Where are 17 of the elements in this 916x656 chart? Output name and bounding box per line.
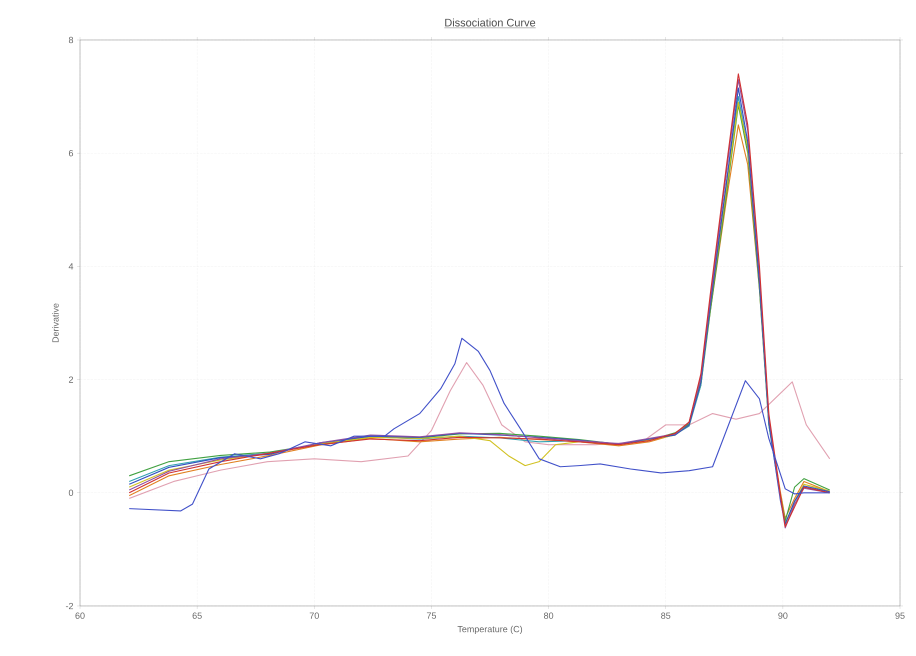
x-tick-label: 95 bbox=[895, 612, 905, 619]
y-tick-label: 2 bbox=[68, 376, 74, 383]
y-tick-label: 4 bbox=[68, 263, 74, 270]
x-tick-label: 90 bbox=[778, 612, 788, 619]
chart-title: Dissociation Curve bbox=[445, 18, 536, 26]
y-tick-label: -2 bbox=[66, 602, 74, 610]
y-axis-title: Derivative bbox=[52, 303, 59, 342]
x-tick-label: 70 bbox=[310, 612, 319, 619]
x-tick-label: 85 bbox=[661, 612, 670, 619]
x-tick-label: 75 bbox=[426, 612, 436, 619]
y-tick-label: 8 bbox=[68, 36, 74, 44]
y-tick-label: 6 bbox=[68, 150, 74, 156]
x-tick-label: 60 bbox=[75, 612, 85, 619]
x-axis-title: Temperature (C) bbox=[458, 626, 522, 634]
x-tick-label: 80 bbox=[544, 612, 554, 619]
x-tick-label: 65 bbox=[192, 612, 202, 619]
y-tick-label: 0 bbox=[68, 490, 74, 496]
